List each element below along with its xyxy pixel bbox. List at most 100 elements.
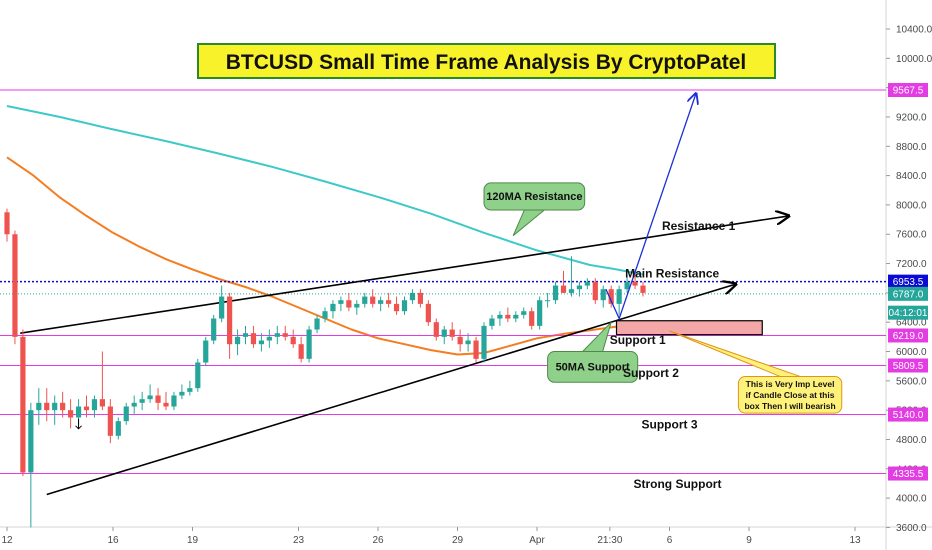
candle-up bbox=[378, 300, 384, 304]
candle-down bbox=[83, 406, 90, 411]
projection-path bbox=[605, 94, 696, 321]
last-price-tag bbox=[888, 286, 928, 301]
candle-down bbox=[282, 333, 288, 337]
level-price-tag-label: 5809.5 bbox=[893, 361, 924, 372]
callout-box bbox=[737, 375, 843, 414]
time-axis: 12 16 19 23 26 29 Apr 21:30 6 9 13 bbox=[1, 527, 861, 546]
candle-down bbox=[417, 292, 423, 304]
candle-up bbox=[147, 395, 153, 400]
candle-up bbox=[75, 406, 82, 418]
candle-up bbox=[552, 285, 559, 301]
candle-up bbox=[545, 300, 551, 302]
level-annotation: Support 1 bbox=[610, 333, 666, 347]
price-tick-label: 4800.0 bbox=[896, 435, 927, 446]
candle-down bbox=[592, 281, 598, 301]
candle-up bbox=[584, 281, 590, 286]
candle-up bbox=[576, 285, 582, 290]
price-tick-label: 6000.0 bbox=[896, 347, 927, 358]
time-tick-label: 16 bbox=[107, 535, 119, 546]
candle-up bbox=[537, 300, 543, 326]
trendline bbox=[20, 216, 789, 334]
current-price-tag bbox=[888, 274, 928, 289]
level-annotation: Main Resistance bbox=[625, 266, 719, 280]
candle-down bbox=[560, 285, 567, 293]
candle-up bbox=[242, 333, 249, 337]
level-price-tag-label: 5140.0 bbox=[893, 410, 924, 421]
candle-up bbox=[489, 318, 495, 326]
time-tick-label: 23 bbox=[293, 535, 305, 546]
candle-down bbox=[433, 322, 439, 337]
bearish-zone-box bbox=[615, 320, 763, 336]
annotations: 120MA Resistance 50MA Support This is Very… bbox=[75, 57, 843, 491]
candle-down bbox=[12, 234, 18, 337]
candle-up bbox=[362, 296, 368, 304]
last-price-tag-label: 6787.0 bbox=[893, 289, 924, 300]
callout-text: box Then I will bearish bbox=[744, 401, 835, 411]
candle-up bbox=[195, 362, 201, 389]
trendlines bbox=[20, 216, 789, 496]
candle-up bbox=[36, 402, 42, 411]
candle-up bbox=[91, 399, 98, 411]
small-down-arrow-icon bbox=[75, 418, 82, 430]
chart-title-group: BTCUSD Small Time Frame Analysis By Cryp… bbox=[197, 43, 776, 79]
time-tick-label: 21:30 bbox=[597, 535, 622, 546]
candle-up bbox=[401, 300, 408, 312]
candle-up bbox=[28, 410, 34, 473]
candle-down bbox=[290, 336, 296, 345]
candle-down bbox=[155, 395, 161, 403]
time-tick-label: 29 bbox=[452, 535, 464, 546]
candle-down bbox=[20, 336, 26, 473]
candle-up bbox=[187, 388, 193, 392]
candle-up bbox=[258, 340, 264, 345]
level-price-tag bbox=[888, 466, 928, 481]
candle-down bbox=[632, 281, 638, 286]
candle-down bbox=[4, 212, 10, 235]
candle-down bbox=[457, 336, 463, 345]
candle-up bbox=[322, 311, 328, 319]
price-tick-label: 10400.0 bbox=[896, 25, 932, 36]
candle-down bbox=[370, 296, 376, 304]
candle-up bbox=[497, 314, 503, 319]
price-axis: 3600.04000.04400.04800.05200.05600.06000… bbox=[886, 25, 932, 534]
candle-up bbox=[600, 289, 606, 301]
candle-up bbox=[568, 289, 575, 293]
level-price-tag bbox=[888, 358, 928, 373]
price-tick-label: 10000.0 bbox=[896, 54, 932, 65]
candle-up bbox=[171, 395, 177, 407]
callout-text: This is Very Imp Level bbox=[746, 379, 835, 389]
chart-title-box bbox=[197, 43, 776, 79]
price-tick-label: 7600.0 bbox=[896, 230, 927, 241]
level-price-tag-label: 4335.5 bbox=[893, 469, 924, 480]
candle-down bbox=[227, 296, 233, 345]
chart-title: BTCUSD Small Time Frame Analysis By Cryp… bbox=[226, 51, 747, 74]
price-tick-label: 8400.0 bbox=[896, 171, 927, 182]
candle-up bbox=[314, 318, 320, 330]
candlesticks bbox=[4, 208, 646, 528]
level-price-tag-label: 6219.0 bbox=[893, 331, 924, 342]
candle-up bbox=[616, 289, 622, 304]
candle-down bbox=[298, 344, 304, 359]
candle-up bbox=[330, 303, 336, 312]
candle-up bbox=[139, 399, 145, 403]
candle-down bbox=[393, 303, 400, 312]
price-tick-label: 3600.0 bbox=[896, 523, 927, 534]
candle-up bbox=[274, 333, 280, 337]
projection-arrow bbox=[605, 94, 696, 321]
level-price-tag bbox=[888, 407, 928, 422]
time-tick-label: 12 bbox=[1, 535, 13, 546]
callout-box bbox=[483, 182, 586, 211]
candle-down bbox=[346, 300, 352, 308]
level-price-tag bbox=[888, 83, 928, 98]
candle-up bbox=[521, 311, 527, 315]
candle-up bbox=[465, 340, 471, 345]
countdown-tag bbox=[888, 305, 928, 320]
candle-down bbox=[640, 285, 646, 293]
candle-up bbox=[179, 391, 185, 396]
candle-up bbox=[203, 340, 209, 363]
ma-120-line bbox=[6, 105, 644, 276]
candle-up bbox=[211, 318, 217, 341]
candle-up bbox=[115, 421, 121, 436]
level-annotation: Support 2 bbox=[623, 366, 679, 380]
candle-up bbox=[409, 292, 416, 301]
candle-up bbox=[123, 406, 129, 422]
